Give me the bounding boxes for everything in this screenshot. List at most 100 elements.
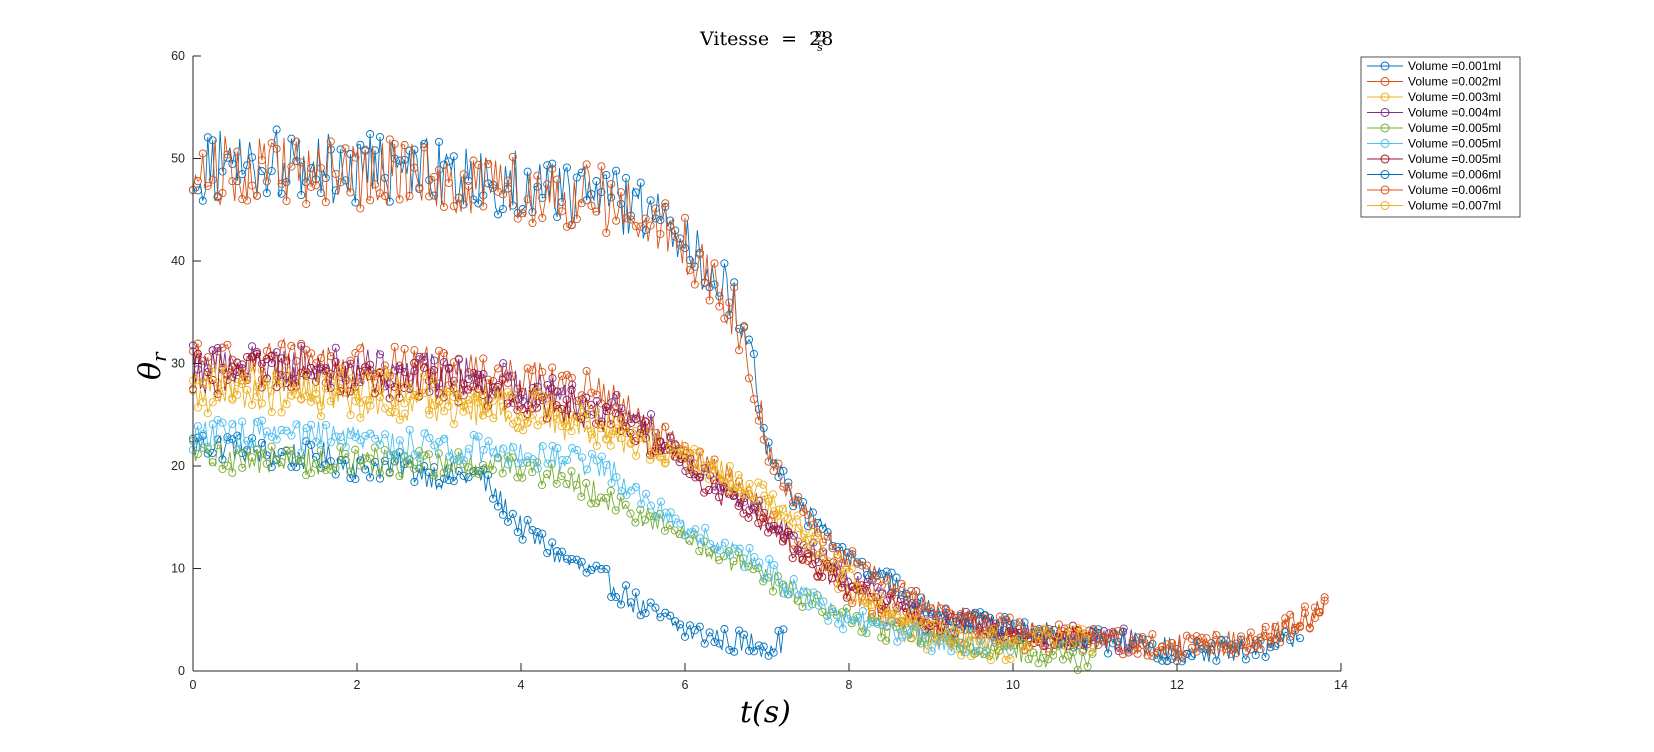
data-point bbox=[980, 649, 989, 659]
data-point bbox=[307, 349, 316, 358]
data-point bbox=[587, 449, 596, 458]
data-point bbox=[1177, 657, 1186, 666]
data-point bbox=[1128, 636, 1137, 645]
data-point bbox=[1148, 630, 1157, 639]
data-point bbox=[312, 365, 321, 374]
data-point bbox=[489, 180, 498, 189]
data-point bbox=[1034, 631, 1043, 640]
data-point bbox=[745, 479, 754, 488]
data-point bbox=[193, 339, 202, 348]
data-point bbox=[651, 512, 660, 521]
data-point bbox=[557, 404, 566, 414]
data-point bbox=[493, 210, 503, 219]
data-point bbox=[410, 358, 419, 367]
data-point bbox=[385, 469, 394, 478]
data-point bbox=[1123, 644, 1132, 653]
data-point bbox=[518, 405, 527, 414]
data-point bbox=[857, 586, 866, 595]
data-point bbox=[562, 554, 571, 563]
data-point bbox=[641, 417, 650, 426]
data-point bbox=[833, 550, 842, 559]
data-point bbox=[926, 620, 935, 629]
legend-label: Volume =0.001ml bbox=[1408, 59, 1501, 73]
data-point bbox=[577, 199, 586, 208]
data-point bbox=[636, 222, 645, 231]
data-point bbox=[331, 463, 340, 472]
data-point bbox=[257, 416, 266, 425]
data-point bbox=[759, 423, 768, 433]
data-point bbox=[346, 188, 355, 197]
data-point bbox=[621, 423, 630, 432]
data-point bbox=[567, 467, 576, 476]
y-tick-label: 0 bbox=[178, 664, 185, 678]
data-point bbox=[243, 352, 252, 362]
data-point bbox=[646, 512, 655, 521]
legend-swatch-marker bbox=[1380, 123, 1390, 133]
data-point bbox=[538, 367, 547, 377]
data-point bbox=[587, 400, 596, 409]
data-point bbox=[257, 438, 266, 447]
data-point bbox=[1029, 648, 1038, 657]
data-point bbox=[493, 385, 502, 394]
data-point bbox=[440, 434, 449, 443]
data-point bbox=[572, 480, 581, 489]
data-point bbox=[503, 452, 512, 461]
data-point bbox=[523, 516, 532, 525]
data-point bbox=[946, 609, 955, 618]
data-point bbox=[302, 471, 311, 480]
data-point bbox=[1276, 638, 1285, 647]
data-point bbox=[307, 420, 316, 429]
data-point bbox=[592, 177, 601, 186]
data-point bbox=[248, 439, 257, 448]
data-point bbox=[489, 448, 498, 457]
data-point bbox=[759, 514, 768, 523]
data-point bbox=[709, 465, 719, 474]
data-point bbox=[995, 612, 1004, 621]
data-point bbox=[842, 564, 851, 573]
data-point bbox=[759, 642, 768, 651]
data-point bbox=[1034, 637, 1043, 646]
data-point bbox=[292, 137, 301, 146]
data-point bbox=[685, 621, 694, 630]
data-point bbox=[326, 397, 335, 406]
data-point bbox=[1153, 647, 1162, 656]
data-point bbox=[424, 406, 433, 415]
data-point bbox=[434, 479, 444, 488]
data-point bbox=[213, 393, 222, 402]
data-point bbox=[685, 256, 694, 265]
data-point bbox=[203, 353, 212, 362]
data-point bbox=[621, 500, 630, 509]
data-point bbox=[528, 218, 537, 228]
data-point bbox=[193, 177, 202, 186]
legend-item: Volume =0.005ml bbox=[1367, 152, 1501, 166]
data-point bbox=[617, 404, 626, 413]
data-point bbox=[990, 624, 999, 633]
data-point bbox=[774, 472, 783, 482]
data-point bbox=[503, 387, 512, 396]
plot-area bbox=[188, 125, 1329, 674]
data-point bbox=[587, 565, 596, 575]
data-point bbox=[710, 637, 719, 647]
data-point bbox=[641, 214, 650, 223]
data-point bbox=[705, 485, 714, 494]
data-point bbox=[1068, 640, 1077, 649]
data-point bbox=[257, 366, 266, 375]
data-point bbox=[223, 340, 232, 349]
data-point bbox=[277, 448, 286, 457]
data-point bbox=[508, 201, 517, 210]
data-point bbox=[400, 453, 409, 462]
data-point bbox=[380, 191, 389, 200]
data-point bbox=[666, 433, 675, 442]
data-point bbox=[1034, 659, 1043, 668]
series-line bbox=[192, 344, 1137, 653]
data-point bbox=[405, 192, 414, 201]
data-point bbox=[277, 340, 286, 349]
data-point bbox=[739, 630, 749, 639]
data-point bbox=[893, 604, 902, 613]
data-point bbox=[287, 462, 296, 471]
data-point bbox=[1192, 632, 1201, 641]
data-point bbox=[562, 479, 571, 488]
data-point bbox=[739, 509, 748, 518]
data-point bbox=[700, 279, 709, 288]
data-point bbox=[1177, 652, 1186, 661]
